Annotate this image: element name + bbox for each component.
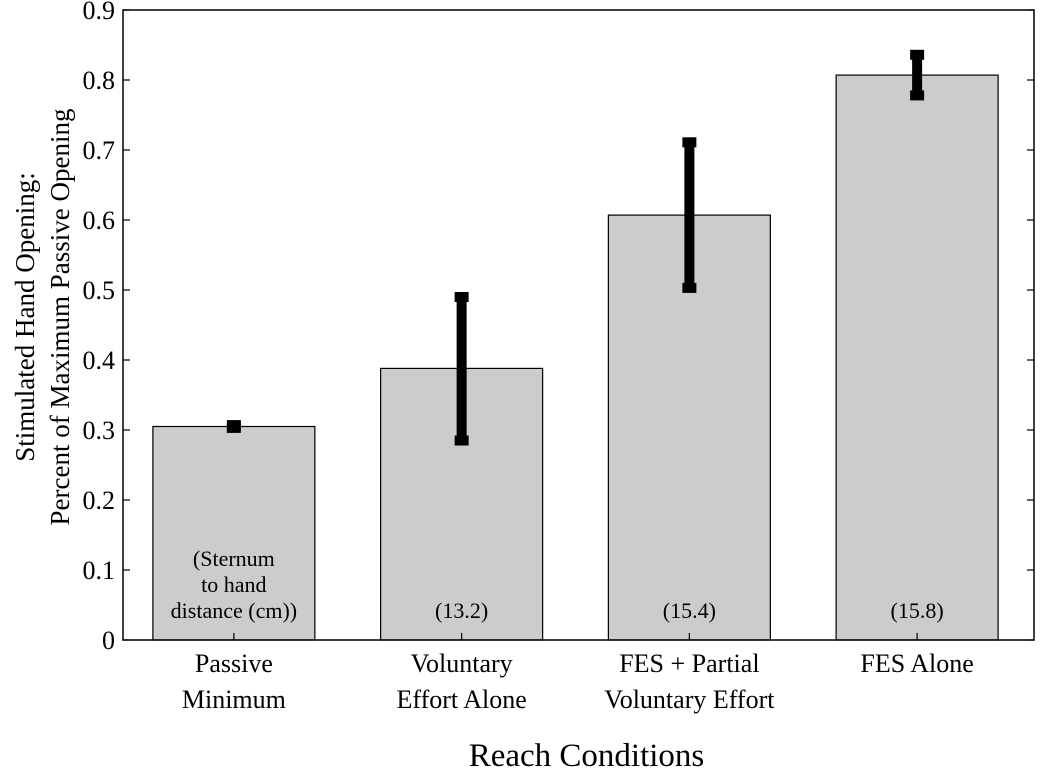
x-category-label-3-line-1: FES + Partial (619, 649, 759, 678)
bar-1-annotation-line-1: (Sternum (193, 546, 275, 571)
y-tick-label-5: 0.5 (83, 276, 116, 305)
bar-1-annotation-line-2: to hand (201, 572, 266, 597)
bar-4 (835, 74, 999, 641)
plot-area-frame (122, 9, 1035, 641)
x-category-label-4-line-1: FES Alone (860, 649, 973, 678)
bar-3-annotation-line-1: (15.4) (663, 598, 716, 623)
x-category-label-3-line-2: Voluntary Effort (604, 685, 775, 714)
y-tick-label-8: 0.8 (83, 66, 116, 95)
x-category-label-1-line-2: Minimum (182, 685, 286, 714)
x-category-label-1-line-1: Passive (195, 649, 273, 678)
y-tick-label-7: 0.7 (83, 136, 116, 165)
y-axis-label-line-1: Stimulated Hand Opening: (10, 172, 40, 461)
bar-2-annotation-line-1: (13.2) (435, 598, 488, 623)
error-bar-3 (682, 137, 697, 293)
error-bar-1 (226, 420, 241, 433)
x-axis-label: Reach Conditions (469, 738, 705, 773)
error-bar-2 (454, 292, 469, 446)
y-tick-label-1: 0.1 (83, 556, 116, 585)
x-category-label-2-line-1: Voluntary (411, 649, 513, 678)
y-tick-label-0: 0 (102, 626, 115, 655)
error-bar-4 (910, 49, 925, 101)
bar-4-annotation-line-1: (15.8) (891, 598, 944, 623)
y-tick-label-3: 0.3 (83, 416, 116, 445)
y-tick-label-6: 0.6 (83, 206, 116, 235)
y-tick-label-9: 0.9 (83, 0, 116, 25)
bar-1 (152, 425, 316, 641)
bar-1-annotation-line-3: distance (cm)) (171, 598, 297, 623)
y-axis-label-line-2: Percent of Maximum Passive Opening (45, 109, 75, 526)
y-tick-label-4: 0.4 (83, 346, 116, 375)
y-tick-label-2: 0.2 (83, 486, 116, 515)
x-category-label-2-line-2: Effort Alone (397, 685, 527, 714)
